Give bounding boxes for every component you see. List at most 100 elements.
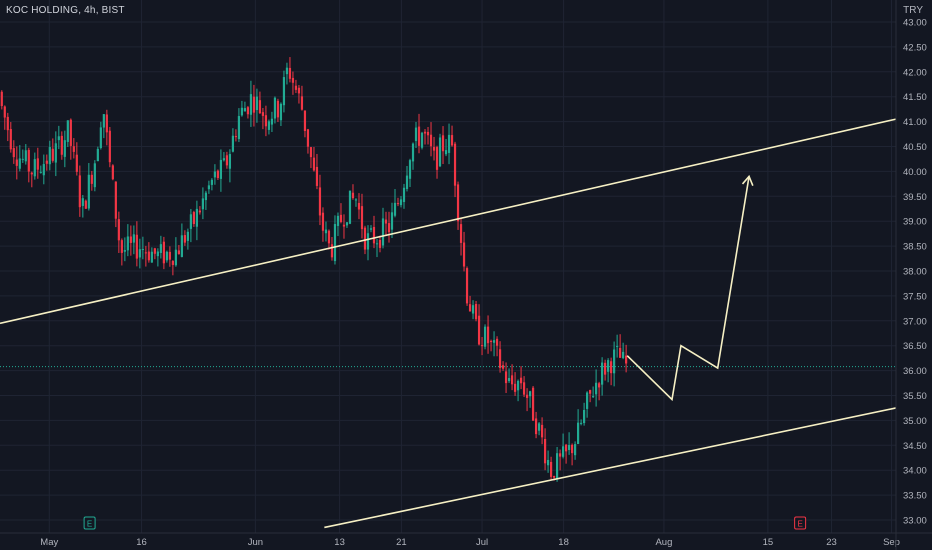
candle-body [105, 114, 108, 133]
candle-body [36, 158, 39, 170]
candle [0, 90, 3, 110]
y-tick-label: 33.00 [903, 516, 927, 527]
candle [228, 149, 232, 183]
candle-body [237, 116, 241, 140]
candle-body [357, 202, 361, 210]
y-tick-label: 36.00 [903, 366, 927, 377]
candle [366, 225, 370, 261]
y-tick-label: 39.00 [903, 217, 927, 228]
candle [573, 441, 577, 460]
candle-body [387, 223, 391, 233]
candle [486, 315, 490, 354]
candle-body [342, 224, 346, 227]
candle-body [228, 154, 232, 169]
candle-body [546, 459, 550, 466]
y-tick-label: 42.00 [903, 67, 927, 78]
candle-body [429, 134, 433, 147]
candle [333, 215, 337, 265]
candle-body [351, 192, 355, 199]
candle-body [48, 147, 51, 165]
candle-body [165, 251, 168, 261]
y-tick-label: 38.50 [903, 242, 927, 253]
candle [195, 200, 198, 241]
candle [420, 131, 424, 150]
candle [417, 113, 421, 154]
candle [625, 344, 628, 373]
candle-body [108, 130, 111, 163]
candle [279, 102, 283, 127]
candle [351, 184, 355, 200]
candle [123, 237, 126, 262]
candle [408, 158, 412, 188]
candle [291, 71, 295, 95]
candle-body [255, 96, 259, 111]
candle [36, 147, 39, 179]
candle-body [513, 383, 517, 392]
candle [174, 237, 177, 267]
candle-body [573, 444, 577, 456]
candle [234, 129, 238, 142]
candle-body [348, 190, 352, 224]
y-tick-label: 38.00 [903, 267, 927, 278]
chart-title: KOC HOLDING, 4h, BIST [6, 5, 125, 16]
candle-body [507, 378, 511, 382]
candle [225, 151, 229, 169]
candle [516, 379, 520, 402]
projection-path [626, 176, 750, 402]
candle-body [604, 362, 607, 375]
candle-body [583, 410, 586, 424]
candle-body [402, 187, 406, 203]
candle-body [60, 135, 63, 155]
candle [273, 96, 277, 124]
candle [474, 300, 478, 322]
candle [595, 369, 598, 407]
candle-body [477, 315, 481, 345]
candle-body [288, 67, 292, 79]
candle [592, 386, 595, 399]
candle [63, 130, 66, 168]
candle-body [129, 236, 132, 243]
candle-body [276, 100, 280, 118]
candle [586, 391, 589, 418]
x-tick-label: 13 [334, 537, 345, 548]
candle-body [537, 423, 541, 431]
candle [378, 235, 382, 253]
candle-body [171, 260, 174, 265]
candle [33, 152, 36, 180]
candle [372, 215, 376, 249]
candle-body [471, 305, 475, 314]
candle [549, 456, 553, 481]
candle-body [114, 181, 117, 219]
candle-body [321, 212, 325, 231]
candle-body [516, 380, 520, 391]
candle [72, 138, 75, 159]
candle-body [69, 119, 72, 146]
candle-body [234, 136, 238, 138]
candle-body [18, 158, 21, 169]
candle-body [616, 345, 619, 347]
candle [75, 142, 78, 176]
y-tick-label: 34.50 [903, 441, 927, 452]
candle-body [369, 228, 373, 230]
candle [3, 105, 6, 130]
candle-body [378, 239, 382, 248]
candle-body [324, 229, 328, 234]
x-tick-label: Aug [655, 537, 672, 548]
candle [622, 342, 625, 360]
candle-body [372, 226, 376, 244]
candle [282, 70, 286, 113]
candle [357, 193, 361, 220]
candle [114, 181, 117, 228]
earnings-marker-label: E [797, 520, 802, 529]
candle [135, 221, 138, 267]
candle [528, 390, 532, 408]
candle [504, 362, 508, 393]
candle-body [84, 200, 87, 209]
candle [246, 105, 250, 119]
candle [150, 247, 153, 263]
candle-body [168, 251, 171, 260]
candle [309, 146, 313, 169]
candle [132, 225, 135, 255]
